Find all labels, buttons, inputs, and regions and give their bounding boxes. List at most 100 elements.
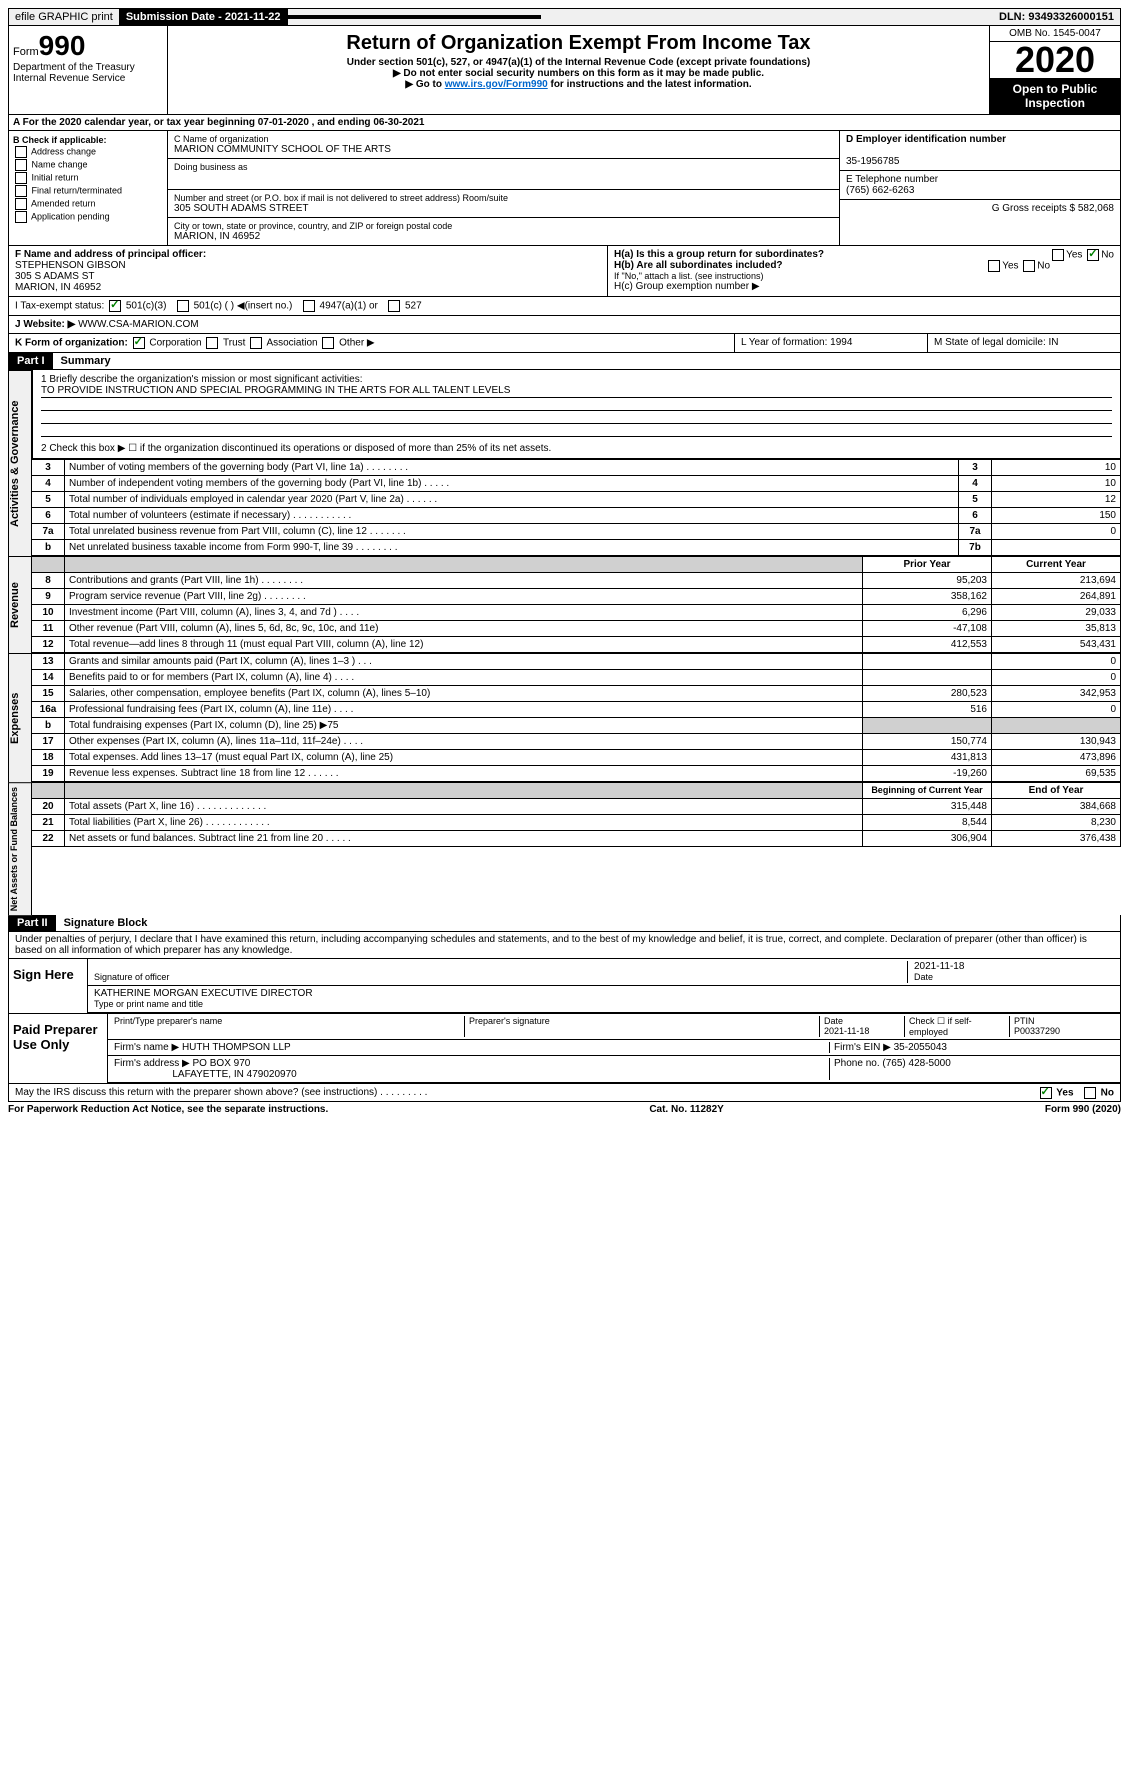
addr: 305 SOUTH ADAMS STREET: [174, 203, 833, 214]
dln-label: DLN: 93493326000151: [993, 9, 1120, 25]
check-527[interactable]: [388, 300, 400, 312]
ein-label: D Employer identification number: [846, 134, 1006, 145]
check-other[interactable]: [322, 337, 334, 349]
check-corp[interactable]: [133, 337, 145, 349]
table-row: 17Other expenses (Part IX, column (A), l…: [32, 734, 1121, 750]
table-row: 12Total revenue—add lines 8 through 11 (…: [32, 637, 1121, 653]
blank-button: [288, 15, 541, 19]
check-4947[interactable]: [303, 300, 315, 312]
form-number: Form990: [13, 30, 163, 62]
efile-label: efile GRAPHIC print: [9, 9, 120, 25]
hb-note: If "No," attach a list. (see instruction…: [614, 271, 1114, 281]
website-value: WWW.CSA-MARION.COM: [78, 319, 199, 330]
addr-label: Number and street (or P.O. box if mail i…: [174, 193, 833, 203]
netassets-table: Beginning of Current Year End of Year 20…: [32, 782, 1121, 847]
officer-label: F Name and address of principal officer:: [15, 249, 206, 260]
hc-row: H(c) Group exemption number ▶: [614, 281, 1114, 292]
officer-typed-name: KATHERINE MORGAN EXECUTIVE DIRECTOR: [94, 988, 313, 999]
hb-row: H(b) Are all subordinates included? Yes …: [614, 260, 1114, 271]
ha-row: H(a) Is this a group return for subordin…: [614, 249, 1114, 260]
table-row: 22Net assets or fund balances. Subtract …: [32, 831, 1121, 847]
city-label: City or town, state or province, country…: [174, 221, 833, 231]
firm-ein: 35-2055043: [894, 1042, 947, 1053]
section-a: A For the 2020 calendar year, or tax yea…: [8, 115, 1121, 131]
ptin: P00337290: [1014, 1026, 1060, 1036]
declaration: Under penalties of perjury, I declare th…: [8, 932, 1121, 959]
firm-phone-label: Phone no.: [834, 1058, 880, 1069]
part2-bar: Part II Signature Block: [8, 915, 1121, 932]
org-name-label: C Name of organization: [174, 134, 833, 144]
footer-mid: Cat. No. 11282Y: [649, 1104, 723, 1115]
city: MARION, IN 46952: [174, 231, 833, 242]
officer-name-label: Type or print name and title: [94, 999, 203, 1009]
table-row: 9Program service revenue (Part VIII, lin…: [32, 589, 1121, 605]
row-j: J Website: ▶ WWW.CSA-MARION.COM: [8, 316, 1121, 334]
part1-bar: Part I Summary: [8, 353, 1121, 370]
table-row: 7aTotal unrelated business revenue from …: [32, 524, 1121, 540]
form-subtitle: Under section 501(c), 527, or 4947(a)(1)…: [172, 57, 985, 68]
check-initial[interactable]: Initial return: [13, 172, 163, 184]
ein: 35-1956785: [846, 156, 899, 167]
irs-link[interactable]: www.irs.gov/Form990: [445, 79, 548, 90]
table-row: 3Number of voting members of the governi…: [32, 460, 1121, 476]
officer-city: MARION, IN 46952: [15, 282, 101, 293]
discuss-text: May the IRS discuss this return with the…: [15, 1087, 427, 1098]
officer-name: STEPHENSON GIBSON: [15, 260, 126, 271]
table-row: 19Revenue less expenses. Subtract line 1…: [32, 766, 1121, 782]
sig-date: 2021-11-18: [914, 961, 964, 972]
state-domicile: M State of legal domicile: IN: [928, 334, 1120, 352]
table-row: 5Total number of individuals employed in…: [32, 492, 1121, 508]
check-assoc[interactable]: [250, 337, 262, 349]
governance-label: Activities & Governance: [8, 370, 32, 556]
phone-label: E Telephone number: [846, 174, 938, 185]
discuss-no[interactable]: [1084, 1087, 1096, 1099]
revenue-table: Prior Year Current Year 8Contributions a…: [32, 556, 1121, 653]
note1: ▶ Do not enter social security numbers o…: [172, 68, 985, 79]
firm-city: LAFAYETTE, IN 479020970: [172, 1069, 296, 1080]
firm-name-label: Firm's name ▶: [114, 1042, 179, 1053]
dba-label: Doing business as: [168, 159, 839, 190]
row-k: K Form of organization: Corporation Trus…: [8, 334, 1121, 353]
firm-phone: (765) 428-5000: [882, 1058, 950, 1069]
paid-preparer-block: Paid Preparer Use Only Print/Type prepar…: [8, 1014, 1121, 1084]
check-501c3[interactable]: [109, 300, 121, 312]
check-trust[interactable]: [206, 337, 218, 349]
discuss-yes[interactable]: [1040, 1087, 1052, 1099]
sig-officer-label: Signature of officer: [94, 972, 169, 982]
table-row: 11Other revenue (Part VIII, column (A), …: [32, 621, 1121, 637]
table-row: 10Investment income (Part VIII, column (…: [32, 605, 1121, 621]
officer-addr: 305 S ADAMS ST: [15, 271, 94, 282]
table-row: 13Grants and similar amounts paid (Part …: [32, 654, 1121, 670]
line1-block: 1 Briefly describe the organization's mi…: [32, 370, 1121, 459]
check-name[interactable]: Name change: [13, 159, 163, 171]
col-b: B Check if applicable: Address change Na…: [9, 131, 168, 245]
sign-here-label: Sign Here: [9, 959, 88, 1013]
year-formation: L Year of formation: 1994: [735, 334, 928, 352]
check-amended[interactable]: Amended return: [13, 198, 163, 210]
org-name: MARION COMMUNITY SCHOOL OF THE ARTS: [174, 144, 833, 155]
footer-left: For Paperwork Reduction Act Notice, see …: [8, 1104, 328, 1115]
governance-table: 3Number of voting members of the governi…: [32, 459, 1121, 556]
submission-date-button[interactable]: Submission Date - 2021-11-22: [120, 9, 288, 25]
table-row: 18Total expenses. Add lines 13–17 (must …: [32, 750, 1121, 766]
website-label: J Website: ▶: [15, 319, 75, 330]
firm-ein-label: Firm's EIN ▶: [834, 1042, 891, 1053]
check-address[interactable]: Address change: [13, 146, 163, 158]
self-employed-label: Check ☐ if self-employed: [905, 1016, 1010, 1037]
check-pending[interactable]: Application pending: [13, 211, 163, 223]
firm-addr-label: Firm's address ▶: [114, 1058, 190, 1069]
sig-date-label: Date: [914, 972, 933, 982]
row-i: I Tax-exempt status: 501(c)(3) 501(c) ( …: [8, 297, 1121, 316]
current-year-header: Current Year: [992, 557, 1121, 573]
line2: 2 Check this box ▶ ☐ if the organization…: [41, 443, 1112, 454]
paid-prep-label: Paid Preparer Use Only: [9, 1014, 108, 1083]
ptin-label: PTIN: [1014, 1016, 1035, 1026]
form-title: Return of Organization Exempt From Incom…: [172, 32, 985, 55]
firm-name: HUTH THOMPSON LLP: [182, 1042, 291, 1053]
form-header: Form990 Department of the Treasury Inter…: [8, 26, 1121, 115]
check-final[interactable]: Final return/terminated: [13, 185, 163, 197]
discuss-row: May the IRS discuss this return with the…: [8, 1084, 1121, 1102]
prior-year-header: Prior Year: [863, 557, 992, 573]
check-501c[interactable]: [177, 300, 189, 312]
table-row: bTotal fundraising expenses (Part IX, co…: [32, 718, 1121, 734]
